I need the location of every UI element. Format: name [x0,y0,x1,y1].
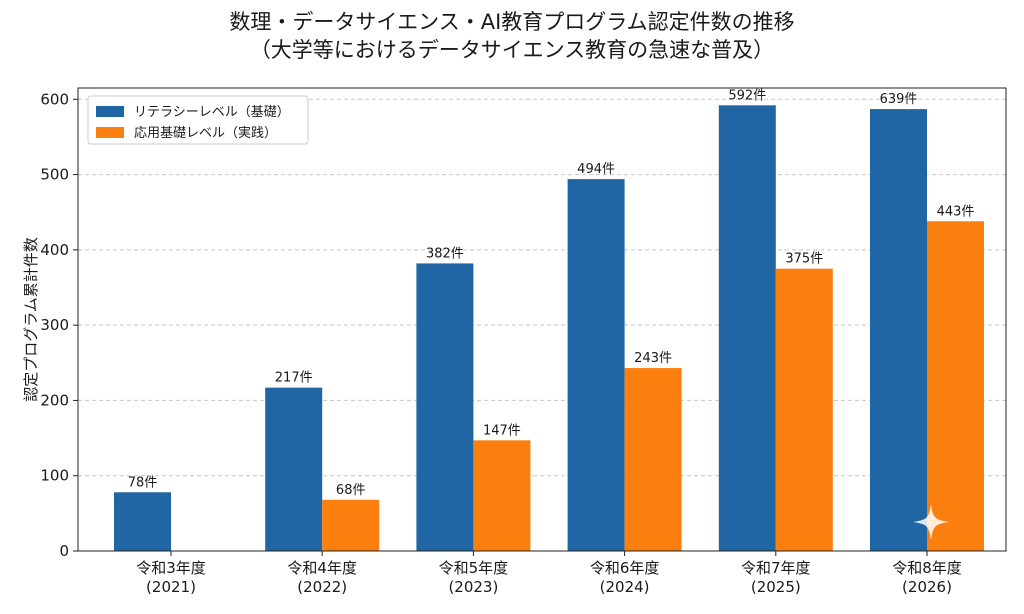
y-axis: 0 100 200 300 400 500 600 [40,90,78,560]
data-label: 494件 [577,162,615,177]
y-tick-label: 400 [40,241,69,259]
bar-literacy [718,105,776,552]
bar-literacy [416,263,474,551]
x-tick-label: 令和3年度(2021) [136,559,206,596]
x-tick-label: 令和6年度(2024) [590,559,660,596]
plot-frame [77,87,1007,552]
grid-lines [78,98,1006,552]
x-axis: 令和3年度(2021) 令和4年度(2022) 令和5年度(2023) 令和6年度(2… [136,551,962,596]
chart-title: 数理・データサイエンス・AI教育プログラム認定件数の推移 [229,10,795,34]
data-label: 217件 [275,371,313,386]
x-tick-label: 令和8年度(2026) [892,559,962,596]
chart-subtitle: （大学等におけるデータサイエンス教育の急速な普及） [249,38,775,62]
y-tick-label: 300 [40,316,69,334]
data-label: 68件 [336,483,366,498]
bar-applied [322,499,380,551]
data-label: 147件 [483,423,521,438]
x-tick-label: 令和5年度(2023) [439,559,509,596]
y-tick-label: 0 [59,542,69,560]
data-label: 78件 [128,475,158,490]
y-axis-label: 認定プログラム累計件数 [22,237,40,402]
legend-label: リテラシーレベル（基礎） [134,105,290,120]
legend: リテラシーレベル（基礎） 応用基礎レベル（実践） [87,95,309,145]
sparkle-icon [913,504,949,540]
bar-literacy [265,387,323,551]
data-label: 243件 [634,351,672,366]
y-tick-label: 100 [40,467,69,485]
y-tick-label: 600 [40,90,69,108]
bar-literacy [114,492,171,551]
legend-label: 応用基礎レベル（実践） [134,125,277,141]
data-label: 592件 [728,88,766,103]
x-tick-label: 令和7年度(2025) [741,559,811,596]
bar-applied [927,221,984,551]
legend-box [87,95,309,145]
bars [114,105,984,552]
x-tick-label: 令和4年度(2022) [287,559,357,596]
y-tick-label: 500 [40,166,69,184]
y-tick-label: 200 [40,391,69,409]
data-label: 375件 [785,252,823,267]
data-label: 443件 [937,204,975,219]
bar-applied [624,368,682,551]
data-label: 382件 [426,246,464,261]
bar-applied [473,440,531,551]
data-label: 639件 [880,92,918,107]
title-block: 数理・データサイエンス・AI教育プログラム認定件数の推移 （大学等におけるデータ… [0,8,1024,64]
legend-swatch [96,106,124,117]
legend-swatch [96,127,124,138]
data-labels: 78件 217件 68件 382件 147件 494件 243件 592件 375件 639件 44… [128,88,975,497]
bar-literacy [870,109,927,551]
bar-literacy [567,179,625,552]
bar-applied [775,268,833,551]
